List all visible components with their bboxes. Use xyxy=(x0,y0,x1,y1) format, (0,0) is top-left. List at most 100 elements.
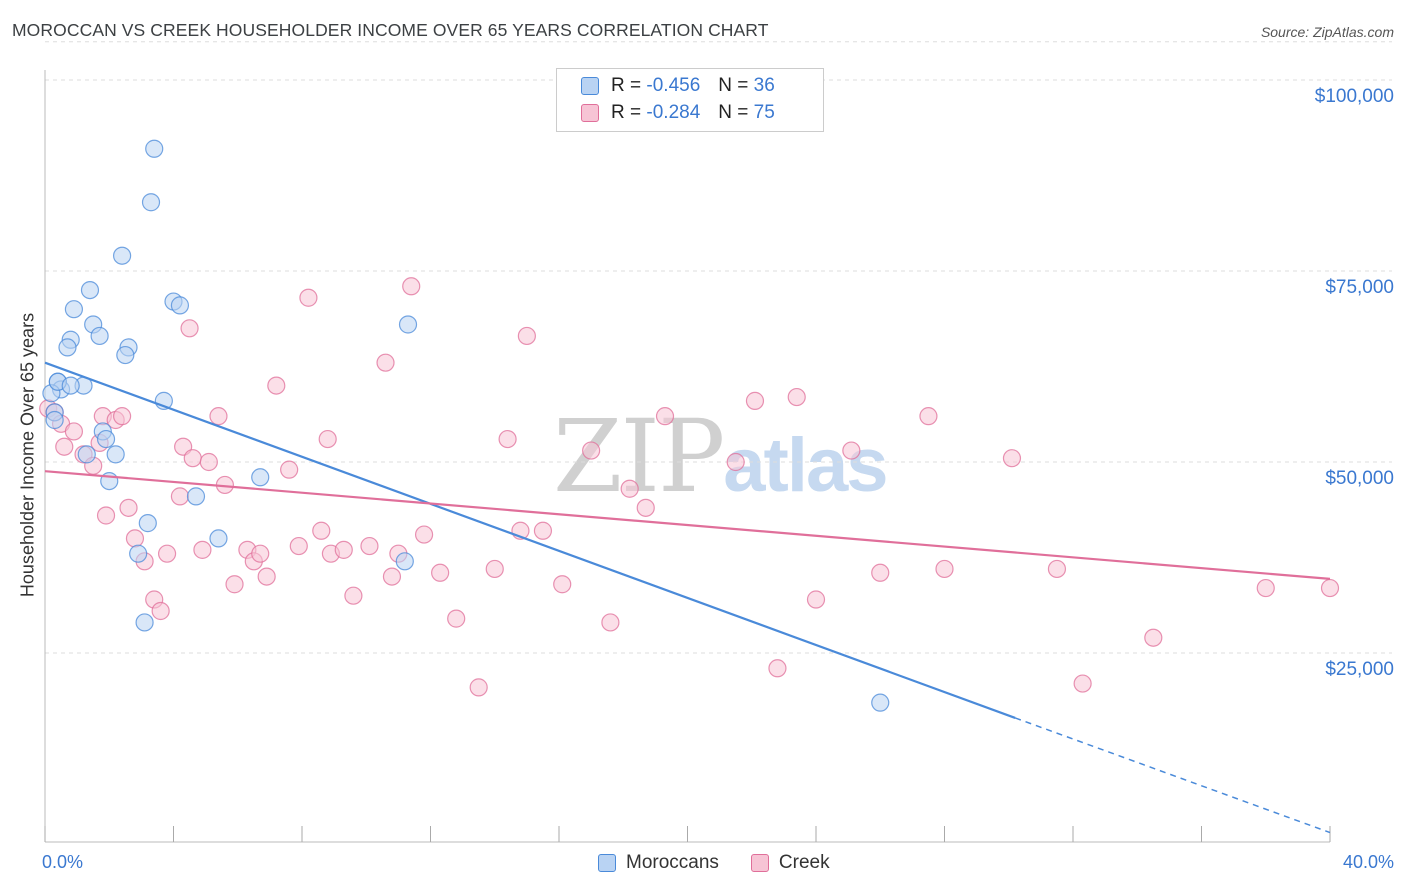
creek-point xyxy=(180,319,199,338)
moroccans-n-value: 36 xyxy=(753,75,775,96)
creek-r-label: R = xyxy=(611,102,642,123)
series-legend-moroccans[interactable]: Moroccans xyxy=(598,852,719,874)
legend-row-creek: R = -0.284 N = 75 xyxy=(581,101,775,125)
y-tick-label-75000: $75,000 xyxy=(1325,277,1394,298)
chart-title: MOROCCAN VS CREEK HOUSEHOLDER INCOME OVE… xyxy=(12,20,769,40)
source-label: Source: ZipAtlas.com xyxy=(1260,24,1394,40)
creek-point xyxy=(55,437,74,456)
creek-point xyxy=(225,575,244,594)
creek-point xyxy=(299,288,318,307)
creek-point xyxy=(485,559,504,579)
x-tick-label-min: 0.0% xyxy=(42,852,84,872)
moroccans-point xyxy=(116,345,135,365)
creek-point xyxy=(745,391,765,410)
correlation-legend: R = -0.456 N = 36 R = -0.284 N = 75 xyxy=(556,68,824,132)
creek-point xyxy=(334,540,353,559)
moroccans-n-label: N = xyxy=(718,75,749,96)
series-legend-creek[interactable]: Creek xyxy=(750,852,830,874)
creek-point xyxy=(183,449,202,468)
creek-point xyxy=(1073,674,1092,693)
creek-point xyxy=(601,613,620,632)
moroccans-legend-label: Moroccans xyxy=(626,852,719,873)
moroccans-point xyxy=(209,529,228,548)
moroccans-point xyxy=(186,487,206,506)
creek-point xyxy=(620,479,639,498)
creek-point xyxy=(636,498,655,517)
creek-point xyxy=(1047,559,1067,579)
creek-point xyxy=(1144,628,1163,647)
creek-point xyxy=(382,567,402,586)
creek-point xyxy=(842,441,861,460)
moroccans-point xyxy=(58,338,77,357)
creek-point xyxy=(267,376,286,395)
creek-point xyxy=(414,525,434,544)
creek-point xyxy=(1256,578,1275,598)
creek-point xyxy=(1320,578,1340,598)
creek-point xyxy=(96,506,116,525)
creek-trendline xyxy=(44,470,1331,580)
y-tick-label-100000: $100,000 xyxy=(1314,86,1394,107)
creek-point xyxy=(64,422,84,441)
creek-point xyxy=(170,487,190,506)
creek-point xyxy=(806,590,826,609)
creek-point xyxy=(533,521,553,540)
creek-point xyxy=(209,407,228,426)
creek-point xyxy=(376,353,395,372)
moroccans-point xyxy=(64,300,84,319)
moroccans-point xyxy=(80,281,100,300)
creek-point xyxy=(344,586,363,605)
watermark: ZIPatlas xyxy=(553,398,889,515)
moroccans-r-label: R = xyxy=(611,75,642,96)
creek-point xyxy=(280,460,299,479)
creek-point xyxy=(431,563,450,582)
creek-point xyxy=(935,559,954,579)
moroccans-trendline-extension xyxy=(1014,717,1331,834)
watermark-zip: ZIP xyxy=(553,398,725,515)
creek-point xyxy=(157,544,177,563)
creek-point xyxy=(871,563,890,582)
creek-n-label: N = xyxy=(718,102,749,123)
moroccans-point xyxy=(112,246,132,265)
creek-point xyxy=(193,540,212,559)
moroccans-point xyxy=(90,326,109,346)
x-tick-label-max: 40.0% xyxy=(1342,852,1394,872)
creek-swatch xyxy=(581,104,599,122)
moroccans-point xyxy=(170,296,190,315)
series-legend: Moroccans Creek xyxy=(598,852,862,874)
creek-point xyxy=(289,536,308,556)
creek-point xyxy=(318,429,337,449)
creek-point xyxy=(726,452,745,472)
moroccans-point xyxy=(135,613,154,632)
moroccans-point xyxy=(141,193,161,212)
creek-point xyxy=(655,407,675,426)
creek-point xyxy=(498,429,517,449)
watermark-atlas: atlas xyxy=(723,423,888,508)
creek-point xyxy=(119,498,138,517)
moroccans-legend-swatch xyxy=(598,854,616,872)
creek-point xyxy=(402,277,421,296)
creek-point xyxy=(312,521,331,540)
moroccans-point xyxy=(398,315,418,334)
moroccans-point xyxy=(129,544,148,563)
moroccans-point xyxy=(96,429,116,449)
y-axis-label: Householder Income Over 65 years xyxy=(17,312,38,598)
moroccans-point xyxy=(395,552,414,571)
creek-point xyxy=(469,678,488,697)
moroccans-point xyxy=(251,468,270,487)
creek-point xyxy=(112,407,132,426)
creek-point xyxy=(1002,449,1022,468)
creek-point xyxy=(360,536,379,556)
legend-row-moroccans: R = -0.456 N = 36 xyxy=(581,74,775,98)
creek-legend-swatch xyxy=(750,854,769,872)
creek-legend-label: Creek xyxy=(778,852,830,873)
creek-point xyxy=(257,567,276,586)
moroccans-point xyxy=(871,693,890,712)
moroccans-r-value: -0.456 xyxy=(646,75,701,96)
creek-n-value: 75 xyxy=(753,102,775,123)
creek-point xyxy=(251,544,270,563)
moroccans-point xyxy=(61,376,80,395)
creek-point xyxy=(553,575,572,594)
moroccans-swatch xyxy=(581,77,599,95)
creek-point xyxy=(919,407,938,426)
